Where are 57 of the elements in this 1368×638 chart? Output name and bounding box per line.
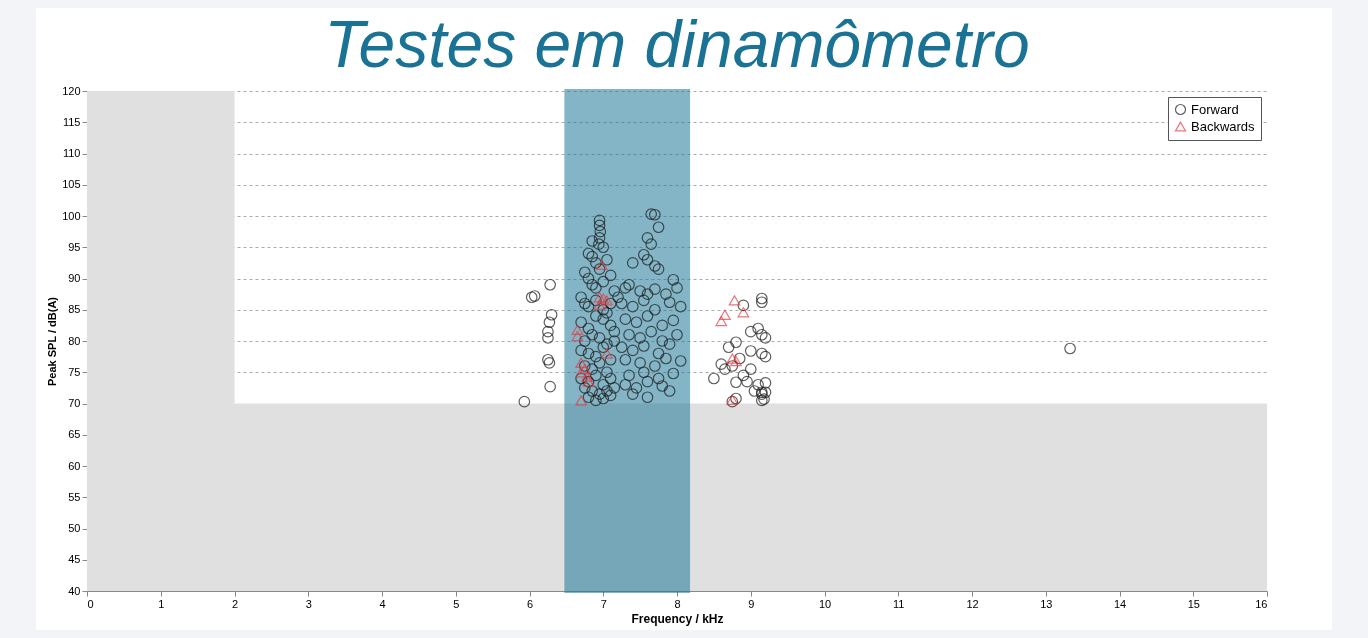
y-tick-label: 45 bbox=[68, 553, 81, 566]
y-tick-label: 80 bbox=[68, 334, 81, 347]
x-axis-title: Frequency / kHz bbox=[631, 611, 724, 626]
y-tick-label: 50 bbox=[68, 522, 81, 534]
y-tick-label: 115 bbox=[62, 115, 81, 128]
y-tick-label: 85 bbox=[68, 303, 81, 316]
x-tick-label: 3 bbox=[305, 597, 312, 610]
point bbox=[597, 293, 610, 304]
legend-label: Backwards bbox=[1191, 118, 1256, 134]
chart-title: Testes em dinamômetro bbox=[324, 7, 1030, 81]
x-tick-label: 6 bbox=[526, 597, 534, 610]
point bbox=[737, 307, 750, 318]
y-tick-label: 110 bbox=[62, 147, 81, 159]
point bbox=[575, 395, 587, 406]
point bbox=[593, 299, 606, 310]
x-tick-label: 10 bbox=[818, 597, 832, 610]
y-tick-label: 60 bbox=[68, 459, 81, 472]
y-tick-label: 95 bbox=[68, 240, 81, 253]
point bbox=[719, 309, 731, 320]
point bbox=[728, 295, 741, 306]
x-tick-label: 5 bbox=[453, 597, 460, 610]
y-tick-label: 105 bbox=[62, 178, 81, 191]
y-tick-label: 75 bbox=[68, 365, 81, 378]
y-tick-label: 65 bbox=[68, 428, 81, 441]
x-tick-label: 11 bbox=[893, 597, 905, 610]
point bbox=[601, 295, 613, 306]
x-tick-label: 13 bbox=[1040, 597, 1053, 610]
point bbox=[601, 348, 613, 359]
x-tick-label: 4 bbox=[379, 597, 386, 610]
x-tick-label: 14 bbox=[1113, 597, 1127, 610]
y-tick-label: 120 bbox=[62, 84, 81, 97]
point bbox=[730, 355, 742, 367]
point bbox=[715, 315, 728, 327]
x-tick-label: 0 bbox=[87, 597, 94, 610]
y-tick-label: 90 bbox=[68, 272, 81, 284]
legend-label: Forward bbox=[1191, 101, 1239, 117]
y-tick-label: 55 bbox=[68, 490, 81, 503]
point bbox=[726, 353, 739, 364]
x-tick-label: 12 bbox=[966, 597, 979, 610]
y-tick-label: 40 bbox=[68, 584, 81, 597]
x-tick-label: 7 bbox=[600, 597, 607, 610]
point bbox=[595, 259, 608, 270]
point bbox=[575, 357, 587, 369]
x-tick-label: 15 bbox=[1187, 597, 1200, 610]
point bbox=[571, 324, 584, 335]
x-tick-label: 16 bbox=[1255, 597, 1268, 610]
y-tick-label: 100 bbox=[62, 209, 81, 222]
y-axis-title: Peak SPL / dB(A) bbox=[46, 296, 59, 387]
point bbox=[593, 292, 606, 303]
x-tick-label: 1 bbox=[158, 597, 165, 610]
x-tick-label: 9 bbox=[748, 597, 755, 610]
x-tick-label: 8 bbox=[674, 597, 681, 610]
y-tick-label: 70 bbox=[68, 397, 81, 409]
point bbox=[575, 367, 587, 378]
point bbox=[581, 371, 593, 382]
point bbox=[571, 330, 584, 342]
x-tick-label: 2 bbox=[231, 597, 239, 610]
